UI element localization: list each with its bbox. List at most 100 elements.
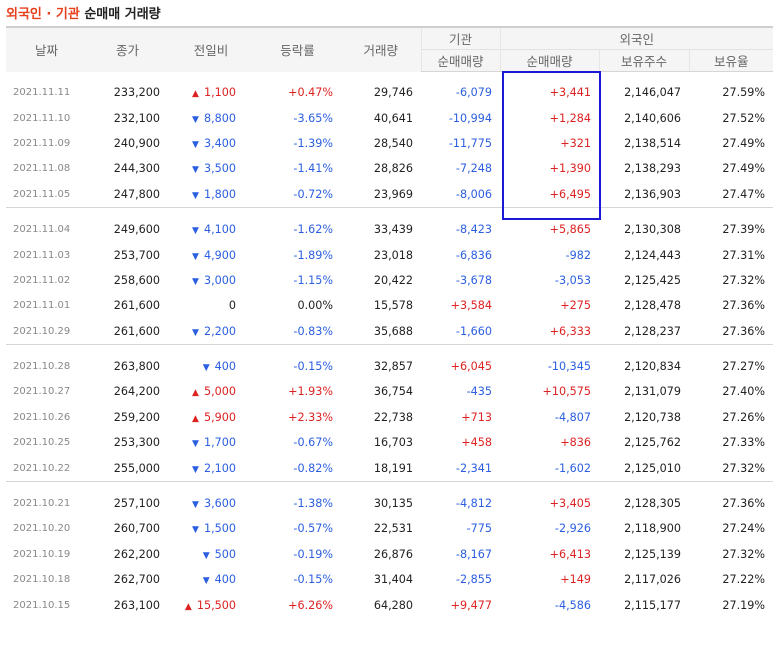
foreign-net-cell: +836: [560, 436, 591, 450]
holdings-cell: 2,128,237: [624, 324, 681, 338]
volume-cell: 35,688: [373, 324, 413, 338]
ratio-cell: 27.52%: [722, 111, 765, 125]
ratio-cell: 27.24%: [722, 522, 765, 536]
triangle-down-icon: ▼: [192, 139, 199, 150]
inst-net-cell: -1,660: [455, 324, 492, 338]
separator-cell: [6, 206, 773, 217]
trading-table: 날짜 종가 전일비 등락률 거래량 기관 외국인 순매매량 순매매량 보유주수 …: [6, 26, 773, 618]
ratio-cell: 27.31%: [722, 248, 765, 262]
rate-cell: -0.72%: [293, 187, 333, 201]
date-cell: 2021.11.11: [13, 87, 71, 99]
change-value: 1,500: [203, 522, 236, 536]
inst-net-cell: -6,836: [455, 248, 492, 262]
triangle-up-icon: ▲: [184, 601, 192, 612]
inst-net-cell: +3,584: [450, 299, 492, 313]
date-cell: 2021.10.29: [13, 325, 71, 337]
holdings-cell: 2,138,293: [624, 162, 681, 176]
volume-cell: 23,969: [373, 187, 413, 201]
volume-cell: 29,746: [373, 86, 413, 100]
rate-cell: +6.26%: [288, 598, 333, 612]
close-cell: 247,800: [113, 187, 160, 201]
triangle-down-icon: ▼: [192, 114, 199, 125]
volume-cell: 22,738: [373, 410, 413, 424]
rate-cell: -3.65%: [293, 111, 333, 125]
ratio-cell: 27.22%: [722, 573, 765, 587]
inst-net-cell: -8,006: [455, 187, 492, 201]
foreign-net-cell: +6,413: [549, 547, 591, 561]
group-separator: [6, 480, 773, 491]
table-row: 2021.10.18 262,700 ▼ 400 -0.15% 31,404 -2,855 +…: [6, 567, 773, 592]
volume-cell: 18,191: [373, 461, 413, 475]
date-cell: 2021.10.28: [13, 361, 71, 373]
change-cell: ▲ 5,000: [168, 379, 254, 404]
date-cell: 2021.10.21: [13, 498, 71, 510]
holdings-cell: 2,130,308: [624, 223, 681, 237]
foreign-net-cell: +6,495: [549, 187, 591, 201]
separator-cell: [6, 480, 773, 491]
inst-net-cell: -6,079: [455, 86, 492, 100]
change-cell: ▼ 3,400: [168, 131, 254, 156]
header-holdings: 보유주수: [598, 49, 689, 72]
change-cell: ▼ 8,800: [168, 105, 254, 130]
close-cell: 240,900: [113, 136, 160, 150]
rate-cell: -1.89%: [293, 248, 333, 262]
date-cell: 2021.11.02: [13, 274, 71, 286]
triangle-down-icon: ▼: [202, 550, 210, 561]
table-row: 2021.10.26 259,200 ▲ 5,900 +2.33% 22,738 +713 -…: [6, 405, 773, 430]
date-cell: 2021.11.04: [13, 224, 71, 236]
close-cell: 253,700: [113, 248, 160, 262]
date-cell: 2021.11.09: [13, 137, 71, 149]
table-row: 2021.10.25 253,300 ▼ 1,700 -0.67% 16,703 +458 +…: [6, 430, 773, 455]
header-date: 날짜: [6, 26, 87, 72]
rate-cell: +1.93%: [288, 385, 333, 399]
foreign-net-cell: +5,865: [549, 223, 591, 237]
triangle-up-icon: ▲: [192, 388, 199, 399]
change-cell: ▼ 4,900: [168, 242, 254, 267]
group-separator: [6, 206, 773, 217]
change-value: 1,100: [203, 86, 236, 100]
rate-cell: -1.62%: [293, 223, 333, 237]
group-separator: [6, 343, 773, 354]
foreign-net-cell: -10,345: [547, 360, 591, 374]
holdings-cell: 2,124,443: [624, 248, 681, 262]
change-value: 500: [214, 547, 236, 561]
inst-net-cell: -2,855: [455, 573, 492, 587]
date-cell: 2021.10.15: [13, 599, 71, 611]
close-cell: 233,200: [113, 86, 160, 100]
table-row: 2021.10.21 257,100 ▼ 3,600 -1.38% 30,135 -4,81…: [6, 491, 773, 516]
holdings-cell: 2,117,026: [624, 573, 681, 587]
triangle-down-icon: ▼: [202, 576, 210, 587]
triangle-down-icon: ▼: [202, 363, 210, 374]
triangle-down-icon: ▼: [192, 327, 199, 338]
date-cell: 2021.10.20: [13, 523, 71, 535]
table-row: 2021.10.19 262,200 ▼ 500 -0.19% 26,876 -8,167 +…: [6, 542, 773, 567]
close-cell: 260,700: [113, 522, 160, 536]
rate-cell: -0.15%: [293, 360, 333, 374]
change-value: 4,900: [203, 248, 236, 262]
change-value: 2,100: [203, 461, 236, 475]
table-row: 2021.10.27 264,200 ▲ 5,000 +1.93% 36,754 -435 +…: [6, 379, 773, 404]
holdings-cell: 2,138,514: [624, 136, 681, 150]
change-cell: ▼ 4,100: [168, 217, 254, 242]
rate-cell: -0.67%: [293, 436, 333, 450]
foreign-net-cell: +149: [560, 573, 591, 587]
change-value: 3,500: [203, 162, 236, 176]
table-row: 2021.11.09 240,900 ▼ 3,400 -1.39% 28,540 -11,7…: [6, 131, 773, 156]
change-cell: ▼ 1,800: [168, 182, 254, 208]
section-title: 외국인 · 기관 순매매 거래량: [6, 3, 161, 22]
ratio-cell: 27.19%: [722, 598, 765, 612]
date-cell: 2021.10.27: [13, 386, 71, 398]
ratio-cell: 27.32%: [722, 273, 765, 287]
foreign-net-cell: -4,586: [554, 598, 591, 612]
rate-cell: -1.38%: [293, 497, 333, 511]
change-value: 4,100: [203, 223, 236, 237]
foreign-net-cell: +321: [560, 136, 591, 150]
date-cell: 2021.10.19: [13, 548, 71, 560]
date-cell: 2021.10.26: [13, 411, 71, 423]
foreign-net-cell: +6,333: [549, 324, 591, 338]
holdings-cell: 2,140,606: [624, 111, 681, 125]
holdings-cell: 2,131,079: [624, 385, 681, 399]
header-institution: 기관: [420, 26, 500, 50]
change-value: 3,600: [203, 497, 236, 511]
ratio-cell: 27.36%: [722, 497, 765, 511]
